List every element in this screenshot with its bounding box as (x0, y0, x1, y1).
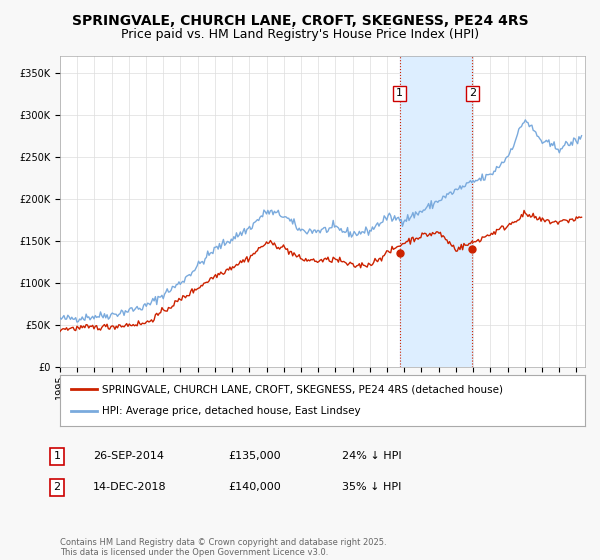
Text: 24% ↓ HPI: 24% ↓ HPI (342, 451, 401, 461)
Text: SPRINGVALE, CHURCH LANE, CROFT, SKEGNESS, PE24 4RS: SPRINGVALE, CHURCH LANE, CROFT, SKEGNESS… (71, 14, 529, 28)
Text: 26-SEP-2014: 26-SEP-2014 (93, 451, 164, 461)
Text: 1: 1 (396, 88, 403, 99)
Text: £135,000: £135,000 (228, 451, 281, 461)
Text: £140,000: £140,000 (228, 482, 281, 492)
Text: SPRINGVALE, CHURCH LANE, CROFT, SKEGNESS, PE24 4RS (detached house): SPRINGVALE, CHURCH LANE, CROFT, SKEGNESS… (102, 384, 503, 394)
Text: 2: 2 (469, 88, 476, 99)
Bar (400, 56, 472, 367)
Text: 14-DEC-2018: 14-DEC-2018 (93, 482, 167, 492)
Text: Price paid vs. HM Land Registry's House Price Index (HPI): Price paid vs. HM Land Registry's House … (121, 28, 479, 41)
Text: 35% ↓ HPI: 35% ↓ HPI (342, 482, 401, 492)
Text: 1: 1 (53, 451, 61, 461)
Text: Contains HM Land Registry data © Crown copyright and database right 2025.
This d: Contains HM Land Registry data © Crown c… (60, 538, 386, 557)
Text: 2: 2 (53, 482, 61, 492)
Text: HPI: Average price, detached house, East Lindsey: HPI: Average price, detached house, East… (102, 407, 361, 417)
